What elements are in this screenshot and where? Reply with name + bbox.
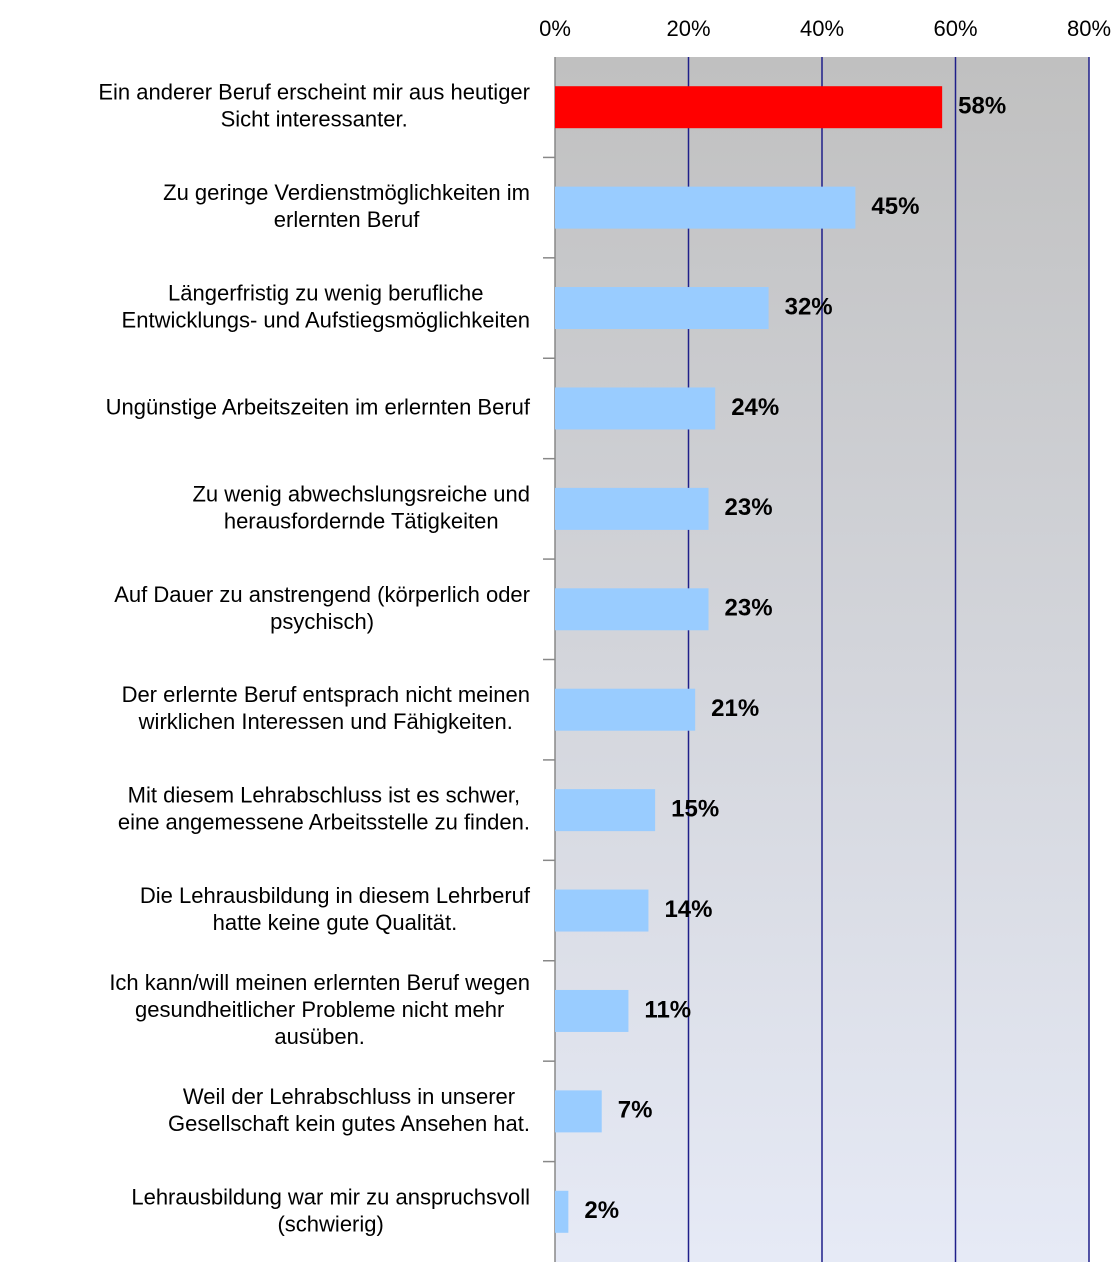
category-label: Zu wenig abwechslungsreiche und herausfor… — [192, 481, 530, 533]
category-label: Ungünstige Arbeitszeiten im erlernten Be… — [106, 394, 531, 419]
bar — [555, 387, 716, 430]
value-label: 7% — [618, 1097, 653, 1124]
bar — [555, 1190, 569, 1233]
value-label: 2% — [584, 1197, 619, 1224]
category-label: Die Lehrausbildung in diesem Lehrberuf ha… — [140, 883, 531, 935]
x-tick-label: 80% — [1067, 16, 1111, 41]
x-tick-label: 40% — [800, 16, 844, 41]
x-tick-label: 60% — [933, 16, 977, 41]
bar — [555, 287, 769, 330]
category-label: Weil der Lehrabschluss in unserer Gesells… — [168, 1084, 530, 1136]
value-label: 45% — [871, 193, 919, 220]
bar — [555, 688, 696, 731]
x-tick-label: 0% — [539, 16, 571, 41]
bar — [555, 186, 856, 229]
bar — [555, 588, 709, 631]
value-label: 24% — [731, 394, 779, 421]
category-label: Mit diesem Lehrabschluss ist es schwer, e… — [118, 782, 530, 834]
category-label: Längerfristig zu wenig berufliche Entwick… — [122, 280, 530, 332]
category-label: Zu geringe Verdienstmöglichkeiten im erle… — [163, 180, 530, 232]
category-label: Ich kann/will meinen erlernten Beruf weg… — [109, 970, 530, 1049]
value-label: 23% — [725, 595, 773, 622]
category-label: Auf Dauer zu anstrengend (körperlich ode… — [114, 582, 530, 634]
category-label: Der erlernte Beruf entsprach nicht meine… — [122, 682, 530, 734]
category-label: Ein anderer Beruf erscheint mir aus heut… — [98, 80, 530, 132]
value-label: 58% — [958, 93, 1006, 120]
value-label: 21% — [711, 695, 759, 722]
bar — [555, 989, 629, 1032]
bar — [555, 889, 649, 932]
value-label: 32% — [785, 293, 833, 320]
value-label: 23% — [725, 494, 773, 521]
value-label: 15% — [671, 795, 719, 822]
value-label: 11% — [644, 996, 691, 1023]
bar — [555, 1090, 602, 1133]
category-label: Lehrausbildung war mir zu anspruchsvoll(… — [131, 1184, 530, 1236]
bar — [555, 487, 709, 530]
x-tick-label: 20% — [666, 16, 710, 41]
value-label: 14% — [664, 896, 712, 923]
bar — [555, 789, 656, 832]
bar — [555, 86, 943, 129]
